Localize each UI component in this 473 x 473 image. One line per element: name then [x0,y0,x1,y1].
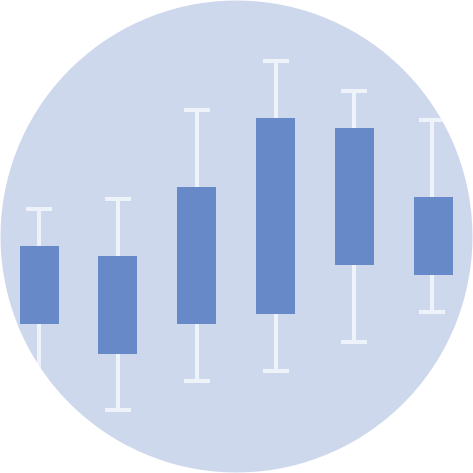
box [256,118,295,314]
candle [256,59,295,373]
candle [20,207,59,390]
candle [414,118,453,314]
box [414,197,453,275]
box [177,187,216,324]
box [335,128,374,265]
candle [335,89,374,344]
box [20,246,59,324]
candle [98,197,137,412]
box [98,256,137,354]
candles [20,59,453,412]
candle [177,108,216,383]
